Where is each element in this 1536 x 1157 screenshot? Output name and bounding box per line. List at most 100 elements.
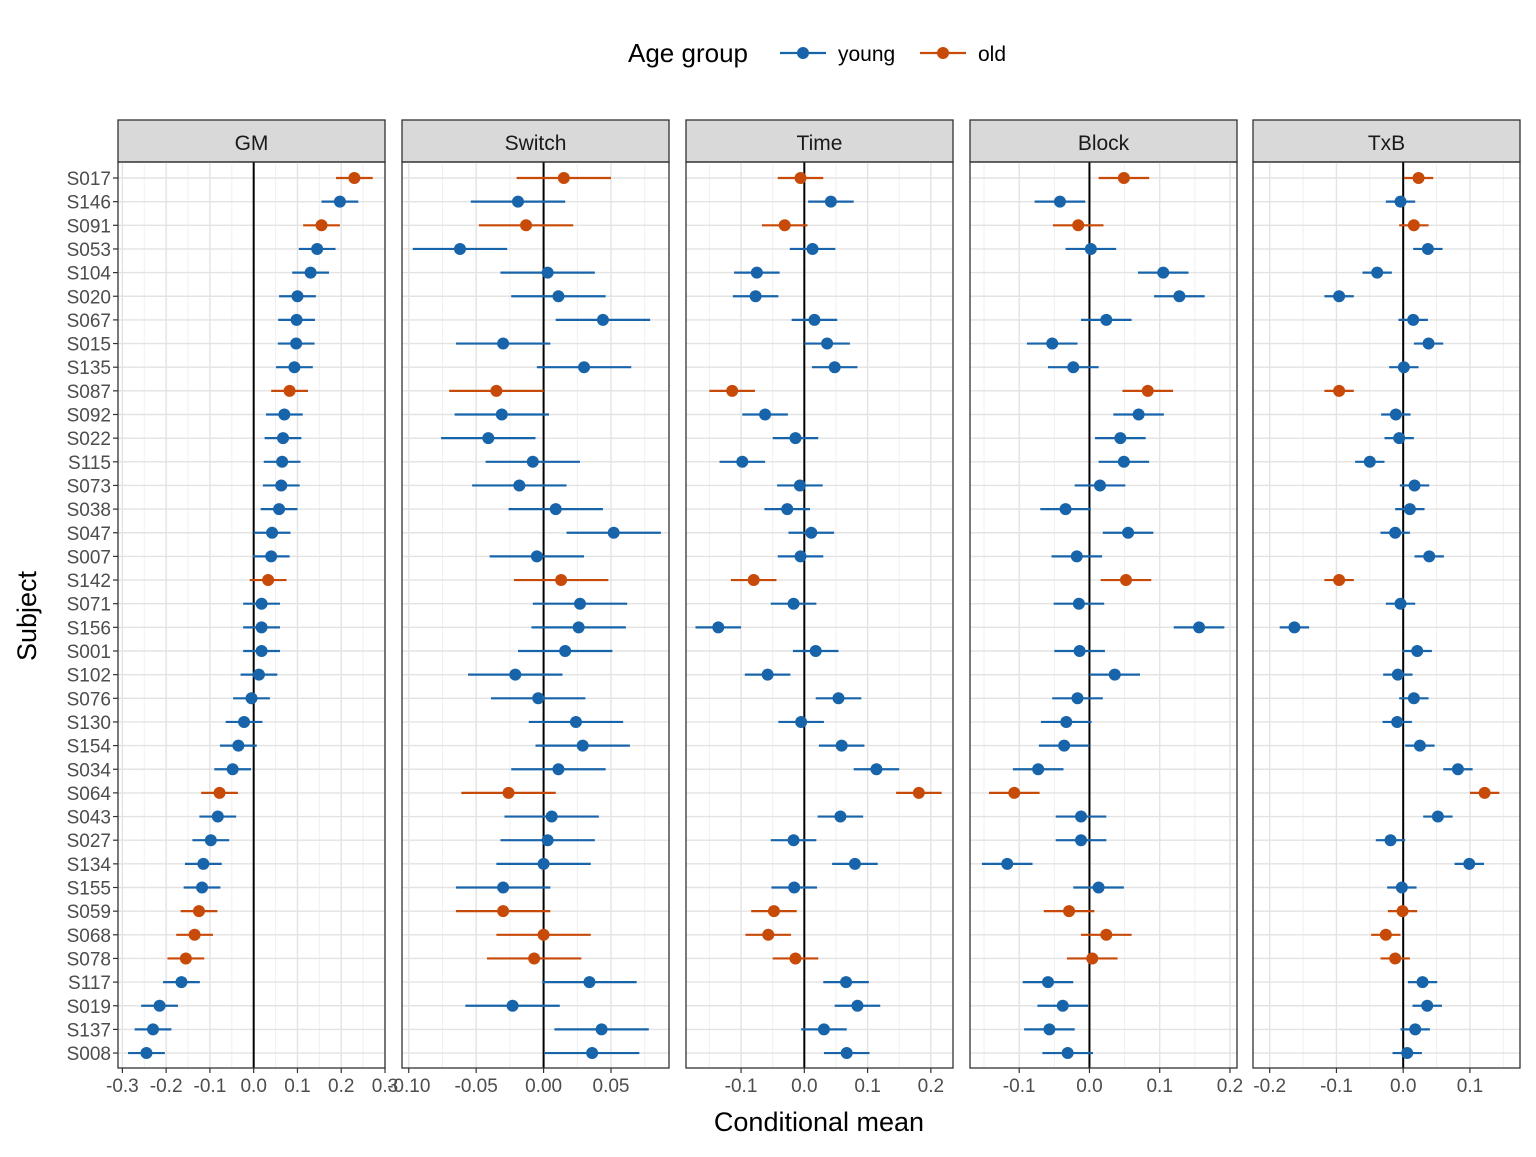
point-Block-S022 [1114, 432, 1127, 445]
point-TxB-S142 [1333, 574, 1346, 587]
subject-label-S019: S019 [67, 997, 111, 1018]
subject-label-S034: S034 [67, 760, 112, 781]
point-Switch-S092 [495, 408, 508, 421]
point-Switch-S067 [596, 313, 609, 326]
point-Block-S007 [1070, 550, 1083, 563]
subject-label-S087: S087 [67, 382, 111, 403]
point-GM-S068 [188, 928, 201, 941]
x-tick-label-GM: 0.3 [372, 1076, 398, 1097]
point-GM-S034 [226, 763, 239, 776]
point-Time-S047 [805, 526, 818, 539]
point-Block-S068 [1100, 928, 1113, 941]
point-Block-S001 [1073, 645, 1086, 657]
legend-marker-young [797, 47, 809, 59]
point-Time-S071 [787, 597, 800, 610]
panel-border-Block [969, 161, 1238, 1069]
point-Time-S067 [808, 313, 821, 326]
subject-label-S130: S130 [67, 713, 111, 734]
point-Switch-S102 [509, 668, 522, 681]
point-Switch-S008 [586, 1047, 599, 1060]
subject-label-S071: S071 [67, 595, 111, 616]
point-GM-S017 [348, 172, 361, 184]
subject-label-S007: S007 [67, 547, 111, 568]
point-Switch-S017 [557, 172, 570, 184]
subject-label-S059: S059 [67, 902, 111, 923]
point-TxB-S020 [1333, 290, 1346, 303]
x-tick-label-Switch: -0.10 [387, 1076, 430, 1097]
point-Time-S146 [824, 195, 837, 208]
point-Switch-S073 [513, 479, 526, 492]
point-GM-S043 [211, 810, 224, 823]
point-Block-S064 [1008, 786, 1021, 799]
point-TxB-S027 [1384, 834, 1397, 847]
point-Block-S015 [1046, 337, 1059, 350]
point-Switch-S071 [574, 597, 586, 610]
subject-label-S091: S091 [67, 216, 111, 237]
point-Switch-S130 [569, 715, 582, 728]
point-Block-S043 [1075, 810, 1088, 823]
point-TxB-S076 [1407, 692, 1420, 705]
x-tick-label-Switch: -0.05 [455, 1076, 498, 1097]
subject-label-S017: S017 [67, 169, 111, 190]
point-TxB-S091 [1407, 219, 1420, 232]
point-Switch-S155 [497, 881, 510, 894]
point-Switch-S038 [549, 503, 562, 516]
legend-label-young: young [838, 43, 895, 66]
y-axis-label: Subject [12, 570, 42, 661]
point-GM-S073 [275, 479, 288, 492]
point-Switch-S104 [541, 266, 554, 279]
point-Block-S137 [1043, 1023, 1056, 1036]
point-TxB-S067 [1407, 313, 1420, 326]
point-GM-S091 [315, 219, 328, 232]
point-GM-S038 [273, 503, 286, 516]
point-GM-S156 [255, 621, 268, 634]
x-tick-label-GM: 0.2 [328, 1076, 354, 1097]
point-GM-S087 [283, 384, 296, 397]
point-GM-S019 [153, 999, 166, 1012]
point-Block-S146 [1053, 195, 1066, 208]
point-Block-S130 [1060, 715, 1073, 728]
point-GM-S142 [262, 574, 275, 587]
x-tick-label-GM: 0.0 [240, 1076, 266, 1097]
point-GM-S022 [277, 432, 290, 445]
x-tick-label-TxB: 0.1 [1457, 1076, 1483, 1097]
point-TxB-S007 [1423, 550, 1436, 563]
point-Time-S104 [750, 266, 763, 279]
point-GM-S092 [278, 408, 291, 421]
point-Block-S076 [1071, 692, 1084, 705]
subject-label-S068: S068 [67, 926, 111, 947]
point-GM-S064 [213, 786, 226, 799]
legend-marker-old [937, 47, 949, 59]
point-Block-S156 [1193, 621, 1206, 634]
point-GM-S007 [265, 550, 278, 563]
point-TxB-S130 [1391, 715, 1404, 728]
point-Time-S076 [832, 692, 845, 705]
x-tick-label-TxB: 0.0 [1390, 1076, 1416, 1097]
point-Switch-S146 [511, 195, 524, 208]
point-Block-S135 [1067, 361, 1080, 374]
point-Time-S087 [726, 384, 739, 397]
subject-label-S117: S117 [68, 973, 111, 994]
point-GM-S155 [196, 881, 209, 894]
point-Time-S008 [840, 1047, 853, 1060]
subject-label-S001: S001 [67, 642, 111, 663]
x-tick-label-TxB: -0.1 [1320, 1076, 1353, 1097]
point-Block-S117 [1041, 976, 1054, 989]
point-GM-S117 [175, 976, 188, 989]
strip-label-Switch: Switch [505, 132, 567, 155]
x-tick-label-TxB: -0.2 [1253, 1076, 1286, 1097]
point-TxB-S059 [1396, 905, 1409, 918]
point-TxB-S156 [1288, 621, 1301, 634]
point-Block-S078 [1086, 952, 1099, 965]
subject-label-S102: S102 [67, 666, 111, 687]
point-Switch-S142 [555, 574, 568, 587]
point-TxB-S001 [1411, 645, 1424, 657]
x-tick-label-Block: 0.1 [1146, 1076, 1172, 1097]
point-Switch-S001 [559, 645, 572, 657]
point-Switch-S078 [528, 952, 541, 965]
point-Time-S015 [821, 337, 834, 350]
point-Block-S134 [1001, 857, 1014, 870]
subject-label-S156: S156 [67, 618, 111, 639]
legend-label-old: old [978, 43, 1006, 66]
point-TxB-S038 [1403, 503, 1416, 516]
